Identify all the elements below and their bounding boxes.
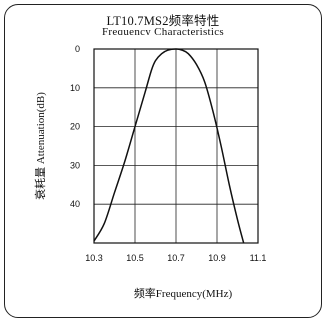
y-tick-label-1: 10 [70, 83, 80, 93]
grid-lines [93, 48, 259, 243]
chart-card-frame [4, 4, 322, 318]
chart-subtitle-clip: Frequency Characteristics [0, 26, 326, 35]
x-tick-label-4: 11.1 [250, 253, 267, 263]
x-tick-label-3: 10.9 [208, 253, 226, 263]
x-tick-label-0: 10.3 [85, 253, 103, 263]
y-tick-label-0: 0 [75, 44, 80, 54]
y-tick-labels: 0 10 20 30 40 [70, 44, 80, 209]
series-line-0 [93, 48, 245, 244]
x-tick-label-2: 10.7 [167, 253, 185, 263]
y-tick-label-3: 30 [70, 160, 80, 170]
y-tick-label-2: 20 [70, 122, 80, 132]
x-tick-labels: 10.3 10.5 10.7 10.9 11.1 [85, 253, 266, 263]
y-axis-label: 衰耗量 Attenuation(dB) [33, 92, 47, 200]
x-tick-label-1: 10.5 [126, 253, 144, 263]
chart-subtitle: Frequency Characteristics [101, 26, 225, 35]
chart-title: LT10.7MS2频率特性 [106, 14, 220, 28]
y-tick-label-4: 40 [70, 199, 80, 209]
x-axis-label: 频率Frequency(MHz) [134, 286, 233, 300]
series-curves [93, 48, 245, 244]
